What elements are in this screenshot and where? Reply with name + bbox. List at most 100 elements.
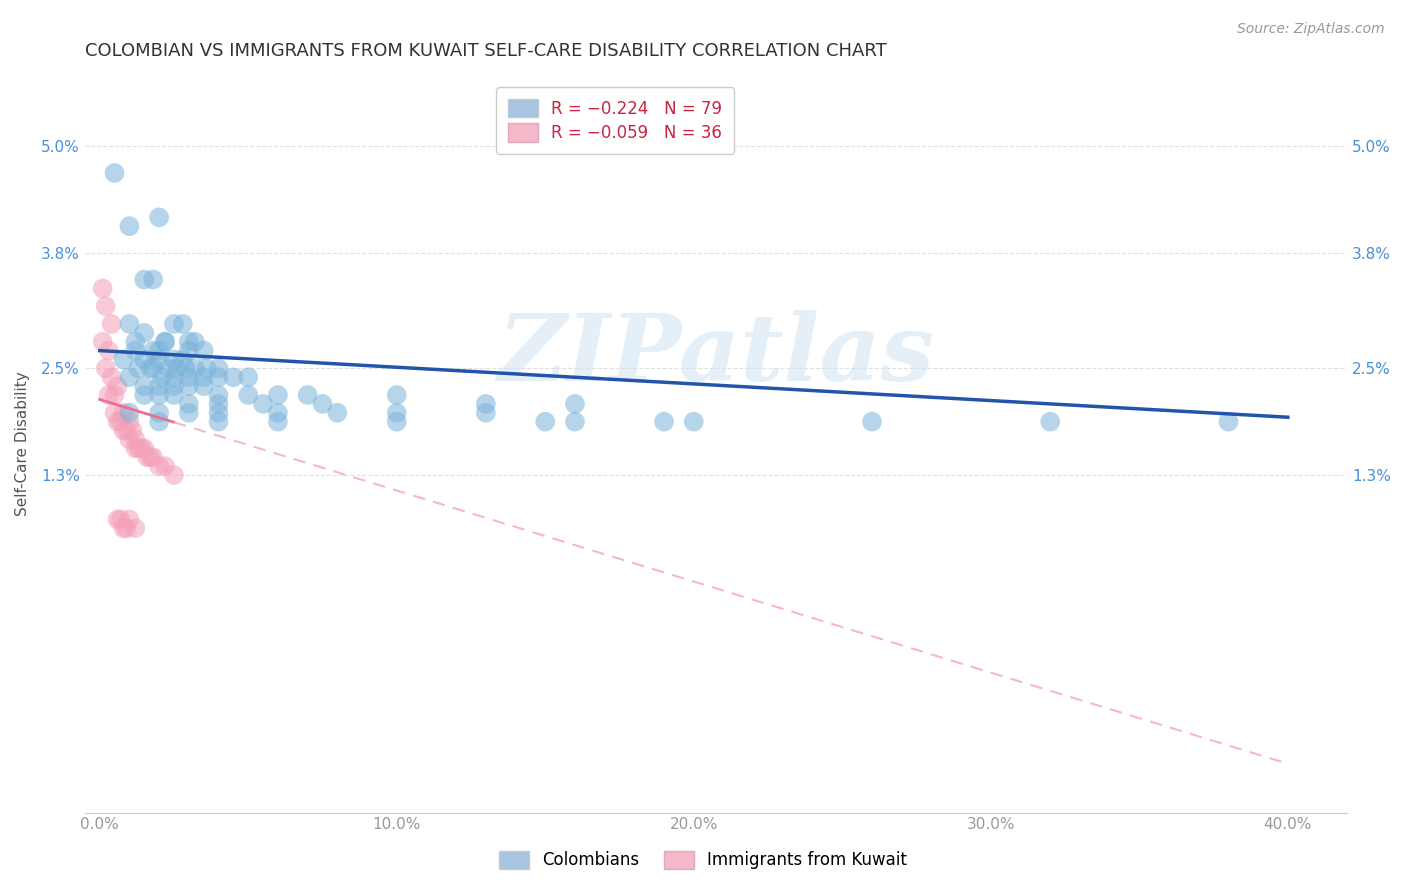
Point: [142, 343, 165, 358]
Point: [148, 406, 170, 420]
Point: [172, 352, 194, 367]
Point: [107, 512, 129, 526]
Point: [97, 388, 120, 402]
Point: [110, 512, 132, 526]
Point: [124, 521, 146, 535]
Point: [207, 397, 229, 411]
Point: [148, 352, 170, 367]
Point: [118, 433, 141, 447]
Point: [139, 450, 162, 465]
Point: [475, 406, 498, 420]
Point: [222, 370, 245, 384]
Point: [148, 379, 170, 393]
Point: [195, 361, 218, 376]
Point: [94, 361, 117, 376]
Point: [103, 166, 125, 180]
Text: Source: ZipAtlas.com: Source: ZipAtlas.com: [1237, 22, 1385, 37]
Point: [134, 272, 156, 286]
Point: [385, 415, 408, 429]
Point: [193, 379, 215, 393]
Point: [112, 352, 135, 367]
Point: [238, 370, 260, 384]
Point: [134, 388, 156, 402]
Point: [100, 317, 122, 331]
Point: [107, 415, 129, 429]
Point: [682, 415, 704, 429]
Point: [129, 442, 152, 456]
Legend: Colombians, Immigrants from Kuwait: Colombians, Immigrants from Kuwait: [489, 840, 917, 880]
Point: [564, 415, 586, 429]
Point: [134, 379, 156, 393]
Point: [148, 388, 170, 402]
Point: [297, 388, 319, 402]
Point: [142, 450, 165, 465]
Point: [124, 433, 146, 447]
Point: [163, 352, 186, 367]
Point: [184, 334, 207, 349]
Point: [252, 397, 274, 411]
Point: [193, 343, 215, 358]
Point: [94, 299, 117, 313]
Point: [142, 361, 165, 376]
Point: [139, 361, 162, 376]
Point: [134, 352, 156, 367]
Point: [163, 388, 186, 402]
Point: [118, 406, 141, 420]
Point: [91, 281, 114, 295]
Text: ZIPatlas: ZIPatlas: [498, 310, 935, 401]
Point: [174, 361, 197, 376]
Point: [238, 388, 260, 402]
Point: [153, 334, 176, 349]
Point: [475, 397, 498, 411]
Point: [103, 388, 125, 402]
Point: [118, 512, 141, 526]
Point: [136, 450, 159, 465]
Point: [177, 379, 200, 393]
Point: [115, 424, 138, 438]
Point: [157, 361, 180, 376]
Point: [112, 521, 135, 535]
Point: [177, 397, 200, 411]
Point: [127, 361, 149, 376]
Point: [97, 343, 120, 358]
Point: [163, 317, 186, 331]
Point: [148, 459, 170, 474]
Point: [207, 406, 229, 420]
Point: [148, 211, 170, 225]
Point: [148, 343, 170, 358]
Point: [153, 459, 176, 474]
Point: [207, 388, 229, 402]
Point: [103, 406, 125, 420]
Point: [134, 442, 156, 456]
Point: [267, 388, 290, 402]
Point: [118, 415, 141, 429]
Legend: R = −0.224   N = 79, R = −0.059   N = 36: R = −0.224 N = 79, R = −0.059 N = 36: [496, 87, 734, 153]
Point: [124, 442, 146, 456]
Point: [118, 317, 141, 331]
Point: [177, 343, 200, 358]
Point: [91, 334, 114, 349]
Point: [100, 370, 122, 384]
Point: [124, 343, 146, 358]
Point: [207, 415, 229, 429]
Point: [112, 424, 135, 438]
Point: [326, 406, 349, 420]
Point: [385, 388, 408, 402]
Point: [267, 415, 290, 429]
Point: [385, 406, 408, 420]
Point: [652, 415, 675, 429]
Point: [110, 415, 132, 429]
Point: [150, 370, 173, 384]
Point: [121, 424, 143, 438]
Point: [163, 370, 186, 384]
Point: [134, 326, 156, 340]
Point: [153, 334, 176, 349]
Point: [127, 442, 149, 456]
Point: [166, 361, 188, 376]
Point: [311, 397, 333, 411]
Point: [267, 406, 290, 420]
Point: [163, 467, 186, 482]
Point: [142, 272, 165, 286]
Point: [148, 415, 170, 429]
Point: [112, 406, 135, 420]
